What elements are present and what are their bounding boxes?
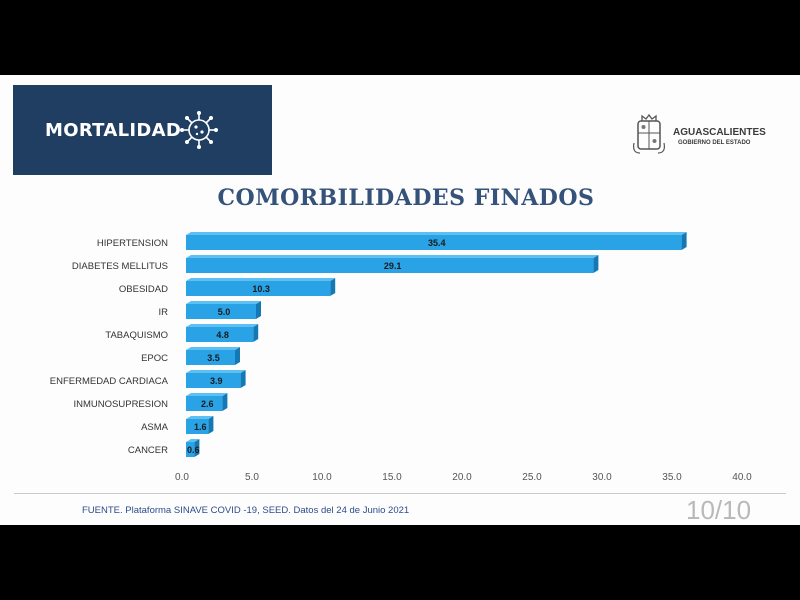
bar bbox=[186, 258, 594, 273]
category-label: DIABETES MELLITUS bbox=[72, 261, 168, 272]
bar-side bbox=[253, 324, 259, 342]
data-label: 4.8 bbox=[216, 330, 229, 340]
bar-top bbox=[186, 232, 687, 235]
category-label: INMUNOSUPRESION bbox=[74, 399, 169, 410]
bar-side bbox=[256, 301, 261, 319]
x-tick-label: 0.0 bbox=[175, 472, 189, 483]
bar-side bbox=[222, 393, 228, 411]
x-tick-label: 40.0 bbox=[732, 472, 752, 483]
x-tick-label: 10.0 bbox=[312, 472, 332, 483]
bar-side bbox=[194, 439, 200, 457]
x-tick-label: 5.0 bbox=[245, 472, 259, 483]
slide: MORTALIDAD bbox=[0, 75, 800, 525]
source-note: FUENTE. Plataforma SINAVE COVID -19, SEE… bbox=[82, 505, 410, 516]
state-logo: AGUASCALIENTES GOBIERNO DEL ESTADO bbox=[632, 113, 766, 161]
bar-top bbox=[186, 255, 599, 258]
bar-side bbox=[681, 232, 687, 250]
bar-top bbox=[186, 301, 261, 304]
crest-icon bbox=[633, 113, 665, 154]
bar-top bbox=[186, 416, 214, 419]
data-label: 29.1 bbox=[384, 261, 402, 271]
bar-top bbox=[186, 393, 228, 396]
x-tick-label: 35.0 bbox=[662, 472, 682, 483]
bar bbox=[186, 304, 256, 319]
data-label: 2.6 bbox=[201, 399, 214, 409]
bar-top bbox=[186, 278, 336, 281]
chart-title: COMORBILIDADES FINADOS bbox=[217, 185, 595, 211]
x-tick-label: 25.0 bbox=[522, 472, 542, 483]
category-label: OBESIDAD bbox=[119, 284, 168, 295]
bar-side bbox=[208, 416, 214, 434]
x-tick-label: 15.0 bbox=[382, 472, 402, 483]
page-number: 10/10 bbox=[686, 495, 752, 525]
bar-top bbox=[186, 370, 246, 373]
category-label: CANCER bbox=[128, 445, 168, 456]
data-label: 35.4 bbox=[428, 238, 446, 248]
bar bbox=[186, 350, 235, 365]
banner-title: MORTALIDAD bbox=[45, 120, 182, 141]
x-tick-label: 30.0 bbox=[592, 472, 612, 483]
data-label: 3.5 bbox=[207, 353, 220, 363]
bar bbox=[186, 419, 209, 434]
virus-icon bbox=[180, 111, 218, 149]
category-label: IR bbox=[159, 307, 169, 318]
category-label: ASMA bbox=[141, 422, 169, 433]
bar-side bbox=[235, 347, 240, 365]
footer-divider bbox=[14, 493, 786, 494]
data-label: 0.6 bbox=[187, 445, 200, 455]
data-label: 5.0 bbox=[218, 307, 231, 317]
bar bbox=[186, 281, 331, 296]
bar bbox=[186, 442, 195, 457]
data-label: 1.6 bbox=[194, 422, 207, 432]
bar-top bbox=[186, 347, 240, 350]
bar bbox=[186, 373, 241, 388]
x-tick-label: 20.0 bbox=[452, 472, 472, 483]
logo-subtitle: GOBIERNO DEL ESTADO bbox=[678, 140, 751, 146]
bar-top bbox=[186, 439, 200, 442]
bar-side bbox=[240, 370, 246, 388]
category-label: EPOC bbox=[141, 353, 168, 364]
bar-top bbox=[186, 324, 259, 327]
category-label: HIPERTENSION bbox=[97, 238, 168, 249]
data-label: 3.9 bbox=[210, 376, 223, 386]
bar bbox=[186, 235, 682, 250]
logo-name: AGUASCALIENTES bbox=[673, 127, 766, 138]
category-label: ENFERMEDAD CARDIACA bbox=[50, 376, 169, 387]
bar bbox=[186, 396, 223, 411]
section-banner: MORTALIDAD bbox=[13, 85, 272, 175]
bar-chart: HIPERTENSION 35.4 DIABETES MELLITUS 29.1 OBE… bbox=[50, 232, 752, 483]
category-label: TABAQUISMO bbox=[105, 330, 168, 341]
bar bbox=[186, 327, 254, 342]
bar-side bbox=[330, 278, 336, 296]
data-label: 10.3 bbox=[252, 284, 270, 294]
bar-side bbox=[593, 255, 599, 273]
